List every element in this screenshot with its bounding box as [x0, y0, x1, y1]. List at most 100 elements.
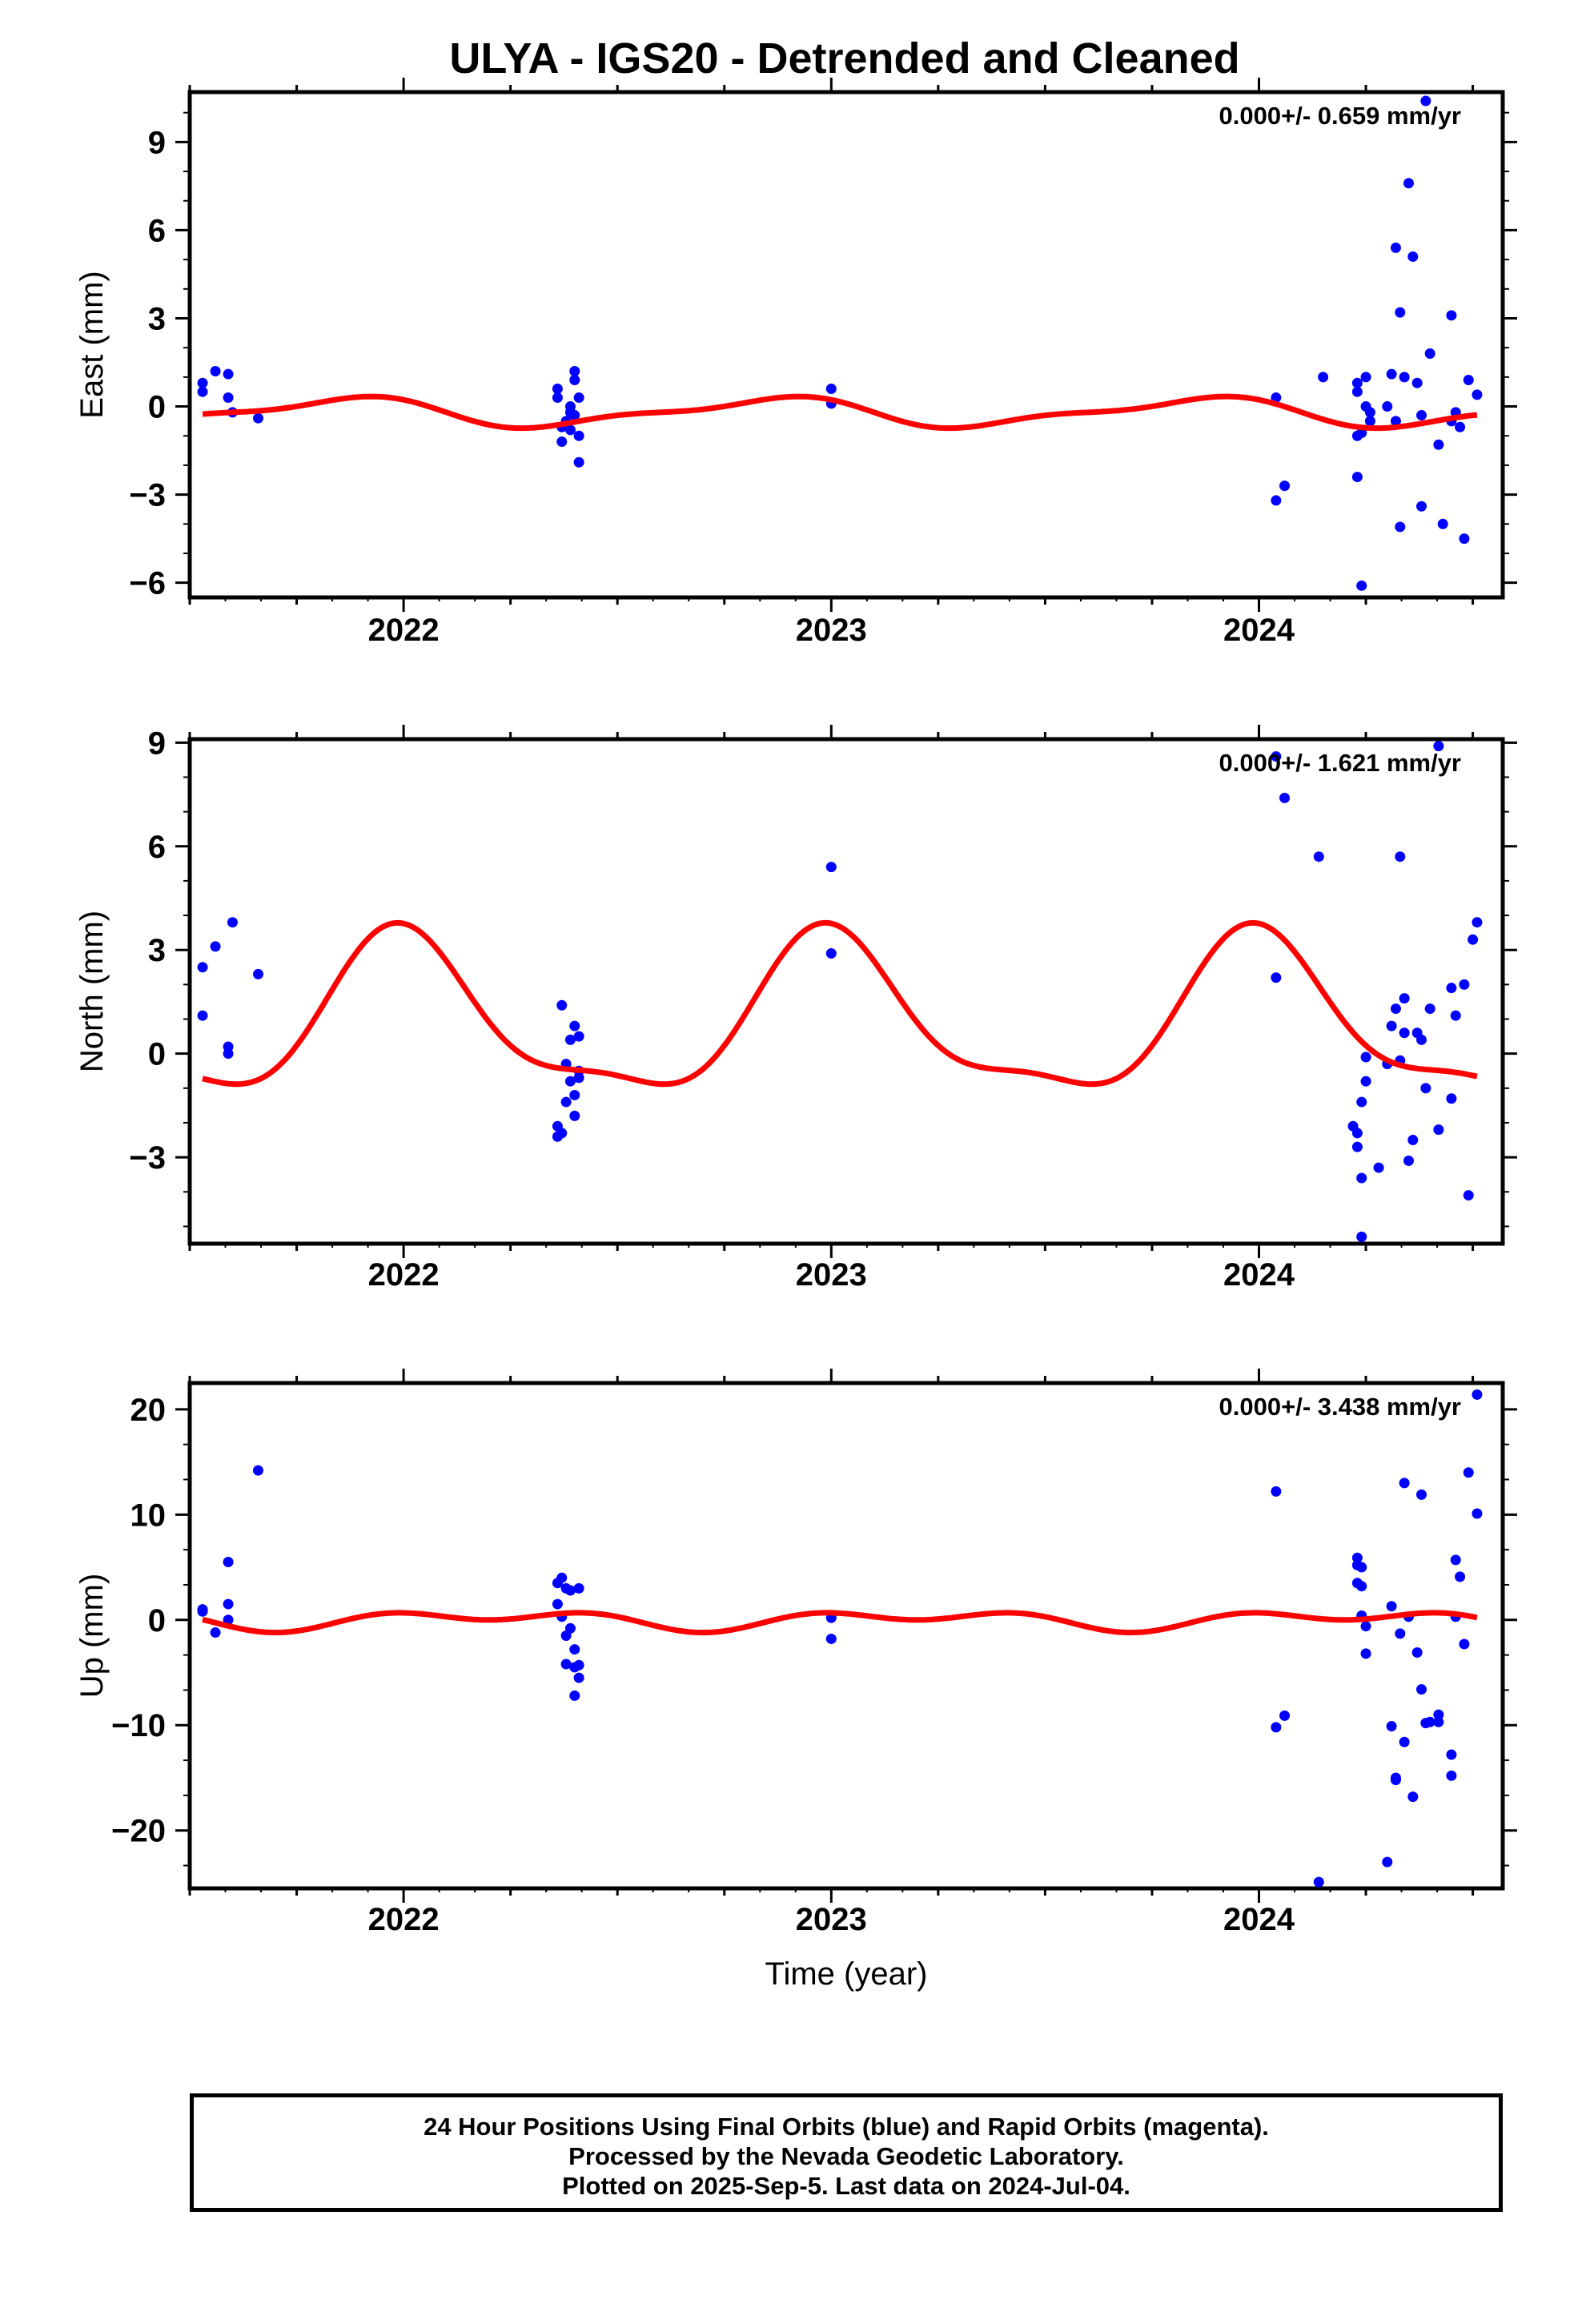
up-data-point [1407, 1791, 1419, 1803]
up-rate-label: 0.000+/- 3.438 mm/yr [1219, 1393, 1461, 1421]
east-data-point [1390, 242, 1401, 253]
up-data-point [1424, 1716, 1435, 1727]
north-data-point [1279, 792, 1291, 803]
east-y-tick-label: 9 [148, 125, 166, 160]
north-data-point [825, 948, 837, 959]
east-data-point [1403, 178, 1414, 189]
up-data-point [556, 1572, 568, 1583]
up-data-point [1395, 1628, 1406, 1639]
up-y-tick-label: −20 [111, 1814, 166, 1849]
north-data-point [573, 1072, 584, 1084]
north-data-point [569, 1089, 580, 1100]
north-data-point [1407, 1135, 1419, 1146]
east-data-point [1399, 372, 1410, 383]
up-data-point [1472, 1508, 1483, 1519]
east-data-point [1390, 416, 1401, 427]
north-data-point [197, 962, 208, 973]
north-data-point [1271, 751, 1282, 762]
north-data-point [223, 1048, 234, 1059]
north-data-point [1373, 1162, 1384, 1173]
east-data-point [1424, 348, 1435, 360]
east-data-point [1411, 377, 1423, 388]
north-x-tick-label: 2022 [368, 1257, 440, 1293]
up-data-point [564, 1622, 576, 1634]
up-data-point [1433, 1709, 1444, 1720]
north-data-point [1271, 972, 1282, 983]
up-y-tick-label: 0 [148, 1603, 166, 1638]
north-data-point [1463, 1190, 1474, 1201]
north-data-point [573, 1031, 584, 1042]
north-y-axis-label: North (mm) [74, 911, 110, 1072]
up-data-point [1386, 1601, 1397, 1612]
up-data-point [1416, 1489, 1427, 1500]
footer-line-3: Plotted on 2025-Sep-5. Last data on 2024… [562, 2172, 1130, 2200]
east-data-point [1382, 401, 1393, 412]
east-y-tick-label: −6 [129, 566, 166, 601]
east-data-point [197, 386, 208, 397]
up-data-point [1386, 1721, 1397, 1732]
north-data-point [1399, 993, 1410, 1004]
east-data-point [1360, 372, 1371, 383]
east-data-point [1446, 310, 1457, 321]
up-data-point [569, 1690, 580, 1701]
north-data-point [210, 941, 221, 952]
up-data-point [1411, 1647, 1423, 1659]
east-data-point [1437, 518, 1448, 529]
up-data-point [1271, 1722, 1282, 1733]
east-data-point [1416, 501, 1427, 512]
east-data-point [564, 424, 576, 436]
up-data-point [1446, 1749, 1457, 1760]
up-data-point [1446, 1770, 1457, 1781]
north-data-point [1390, 1003, 1401, 1015]
north-data-point [1468, 934, 1479, 945]
north-data-point [197, 1010, 208, 1021]
east-data-point [210, 366, 221, 377]
north-model-curve [202, 919, 1478, 1088]
north-y-tick-label: −3 [129, 1140, 166, 1176]
north-data-point [569, 1110, 580, 1121]
up-data-point [1360, 1621, 1371, 1632]
east-data-point [1420, 95, 1431, 107]
north-data-point [1360, 1051, 1371, 1063]
footer-note: 24 Hour Positions Using Final Orbits (bl… [190, 2093, 1503, 2212]
north-y-tick-label: 0 [148, 1037, 166, 1072]
east-y-tick-label: 0 [148, 390, 166, 425]
up-data-point [1279, 1710, 1291, 1721]
up-x-tick-label: 2024 [1223, 1902, 1295, 1937]
east-x-tick-label: 2024 [1223, 613, 1295, 648]
up-data-point [560, 1659, 572, 1670]
north-data-point [560, 1096, 572, 1108]
up-data-point [564, 1585, 576, 1596]
up-data-point [1455, 1571, 1466, 1582]
up-data-point [569, 1644, 580, 1655]
north-plot-frame [187, 737, 1505, 1246]
east-data-point [1351, 377, 1363, 388]
east-model-curve [202, 393, 1478, 432]
east-y-tick-label: 6 [148, 213, 166, 248]
up-x-tick-label: 2022 [368, 1902, 440, 1937]
east-data-point [1407, 251, 1419, 262]
north-data-point [1459, 979, 1470, 990]
east-data-point [1271, 392, 1282, 404]
north-rate-label: 0.000+/- 1.621 mm/yr [1219, 749, 1461, 777]
east-data-point [569, 375, 580, 386]
east-data-point [556, 436, 568, 448]
footer-line-1: 24 Hour Positions Using Final Orbits (bl… [424, 2113, 1269, 2141]
up-data-point [1433, 1716, 1444, 1727]
up-data-point [1271, 1486, 1282, 1497]
up-data-point [1382, 1856, 1393, 1868]
east-data-point [197, 377, 208, 388]
east-data-point [573, 430, 584, 441]
north-y-tick-label: 9 [148, 726, 166, 761]
up-data-point [1313, 1876, 1324, 1888]
north-data-point [1450, 1010, 1461, 1021]
east-data-point [552, 384, 563, 395]
north-data-point [1395, 851, 1406, 862]
east-data-point [1459, 533, 1470, 545]
up-data-point [1356, 1581, 1367, 1592]
north-data-point [1446, 1093, 1457, 1104]
up-data-point [1459, 1638, 1470, 1650]
up-data-point [1390, 1775, 1401, 1786]
east-data-point [1364, 416, 1375, 427]
